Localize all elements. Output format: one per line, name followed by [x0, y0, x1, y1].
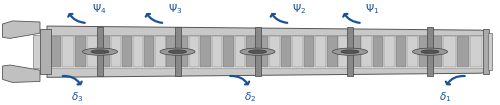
Bar: [97, 27, 103, 76]
Bar: [269, 36, 280, 67]
Bar: [32, 35, 48, 68]
Bar: [50, 36, 61, 67]
Bar: [292, 36, 303, 67]
Circle shape: [168, 50, 186, 54]
Bar: [350, 36, 360, 67]
Bar: [254, 27, 260, 76]
Bar: [212, 36, 222, 67]
Bar: [316, 36, 326, 67]
Circle shape: [91, 50, 109, 54]
Circle shape: [412, 48, 448, 55]
Bar: [50, 35, 484, 68]
Text: $\Psi_1$: $\Psi_1$: [365, 2, 380, 16]
Circle shape: [240, 48, 275, 55]
Bar: [40, 29, 51, 74]
Text: $\Psi_4$: $\Psi_4$: [92, 2, 107, 16]
Bar: [384, 36, 395, 67]
Bar: [338, 36, 349, 67]
Bar: [200, 36, 211, 67]
Bar: [100, 36, 110, 67]
Bar: [174, 27, 180, 76]
Bar: [430, 36, 442, 67]
Bar: [418, 36, 429, 67]
Bar: [88, 36, 99, 67]
Bar: [166, 36, 176, 67]
Bar: [304, 36, 314, 67]
Bar: [223, 36, 234, 67]
Bar: [122, 36, 132, 67]
Bar: [327, 36, 338, 67]
Bar: [156, 36, 166, 67]
Bar: [246, 36, 256, 67]
Text: $\delta_1$: $\delta_1$: [439, 90, 451, 104]
Bar: [373, 36, 384, 67]
Circle shape: [421, 50, 439, 54]
Bar: [111, 36, 122, 67]
Polygon shape: [2, 65, 40, 82]
Circle shape: [248, 50, 266, 54]
Bar: [189, 36, 200, 67]
Text: $\Psi_2$: $\Psi_2$: [292, 2, 306, 16]
Text: $\delta_3$: $\delta_3$: [72, 90, 84, 104]
Bar: [234, 36, 245, 67]
Bar: [457, 36, 469, 67]
Bar: [483, 29, 489, 74]
Bar: [362, 36, 372, 67]
Bar: [470, 36, 482, 67]
Bar: [75, 36, 86, 67]
Bar: [144, 36, 154, 67]
Circle shape: [332, 48, 368, 55]
Bar: [178, 36, 188, 67]
Bar: [444, 36, 456, 67]
Bar: [347, 27, 353, 76]
Bar: [62, 36, 74, 67]
Bar: [133, 36, 143, 67]
Circle shape: [82, 48, 118, 55]
Bar: [488, 33, 492, 70]
Bar: [407, 36, 418, 67]
Text: $\delta_2$: $\delta_2$: [244, 90, 256, 104]
Bar: [280, 36, 291, 67]
Circle shape: [341, 50, 359, 54]
Circle shape: [160, 48, 195, 55]
Bar: [258, 36, 268, 67]
Bar: [427, 27, 433, 76]
Polygon shape: [47, 26, 486, 77]
Bar: [396, 36, 406, 67]
Text: $\Psi_3$: $\Psi_3$: [168, 2, 182, 16]
Polygon shape: [2, 21, 40, 38]
